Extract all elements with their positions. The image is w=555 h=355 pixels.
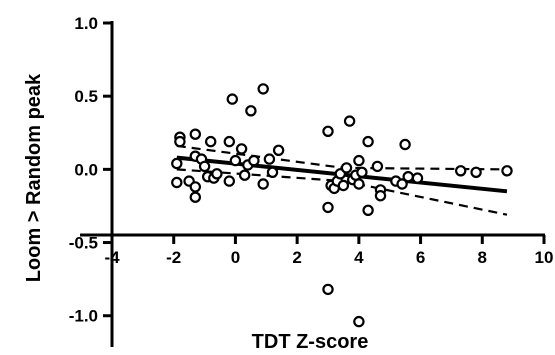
data-point xyxy=(211,168,223,180)
x-tick-label: -2 xyxy=(166,248,181,267)
data-point xyxy=(353,154,365,167)
data-point xyxy=(353,178,365,190)
data-point xyxy=(171,176,183,189)
data-point xyxy=(340,162,353,174)
data-point xyxy=(204,135,217,148)
data-point xyxy=(343,115,356,127)
data-point xyxy=(171,157,183,170)
marks-layer xyxy=(171,83,513,328)
data-point xyxy=(226,93,238,105)
data-point xyxy=(411,172,424,184)
data-point xyxy=(322,283,334,296)
axes-layer xyxy=(80,21,545,347)
data-point xyxy=(235,143,248,155)
data-point xyxy=(356,166,368,178)
data-point xyxy=(189,128,201,140)
data-point xyxy=(399,138,411,151)
data-point xyxy=(198,160,211,173)
x-tick-label: 6 xyxy=(416,248,425,267)
data-point xyxy=(322,201,334,214)
data-point xyxy=(396,178,408,190)
x-tick-label: 2 xyxy=(292,248,301,267)
y-tick-label: -0.5 xyxy=(69,234,98,253)
data-point xyxy=(501,165,513,177)
x-axis-title: TDT Z-score xyxy=(252,331,369,353)
y-tick-label: 0.5 xyxy=(74,87,98,106)
data-point xyxy=(322,125,334,138)
y-tick-label: -1.0 xyxy=(69,307,98,326)
data-point xyxy=(470,166,482,178)
data-point xyxy=(362,135,374,148)
data-point xyxy=(371,160,384,173)
data-point xyxy=(189,181,201,193)
data-point xyxy=(266,166,279,178)
y-axis-title: Loom > Random peak xyxy=(23,73,45,282)
x-tick-label: 0 xyxy=(231,248,240,267)
data-point xyxy=(257,178,269,190)
data-point xyxy=(174,135,186,148)
data-point xyxy=(455,165,467,177)
data-point xyxy=(374,189,387,202)
data-point xyxy=(353,315,365,328)
data-point xyxy=(238,169,251,181)
data-point xyxy=(223,135,235,148)
x-tick-label: 4 xyxy=(354,248,364,267)
data-point xyxy=(257,83,269,95)
data-point xyxy=(362,204,374,216)
data-point xyxy=(272,144,285,156)
data-point xyxy=(223,175,235,187)
y-tick-label: 0.0 xyxy=(74,160,98,179)
data-point xyxy=(245,105,257,117)
data-point xyxy=(402,170,414,183)
data-point xyxy=(337,179,350,192)
data-point xyxy=(263,153,276,165)
x-tick-label: -4 xyxy=(104,248,120,267)
x-tick-label: 10 xyxy=(535,248,554,267)
data-point xyxy=(248,154,260,167)
data-point xyxy=(189,191,201,203)
ticks-layer: -1.0 -0.5 0.0 0.5 1.0 -4 -2 0 2 4 6 8 10 xyxy=(69,14,554,326)
y-tick-label: 1.0 xyxy=(74,14,98,33)
x-tick-label: 8 xyxy=(478,248,487,267)
data-point xyxy=(229,154,242,167)
